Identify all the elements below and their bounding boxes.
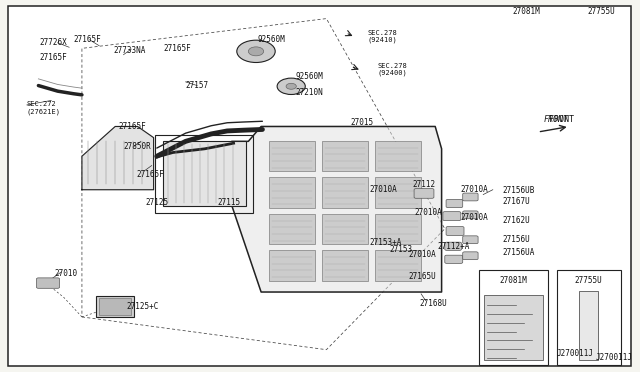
- Text: 27755U: 27755U: [588, 7, 615, 16]
- Text: 27010A: 27010A: [461, 185, 488, 194]
- Circle shape: [277, 78, 305, 94]
- Text: (27621E): (27621E): [27, 108, 61, 115]
- Text: 27726X: 27726X: [40, 38, 67, 47]
- Bar: [484, 295, 543, 360]
- Bar: [155, 135, 253, 213]
- Text: 27157: 27157: [186, 81, 209, 90]
- Polygon shape: [218, 126, 442, 292]
- Bar: [163, 141, 246, 206]
- Bar: [99, 298, 131, 315]
- Bar: [479, 270, 548, 365]
- Text: 27850R: 27850R: [124, 142, 151, 151]
- Text: 27165F: 27165F: [74, 35, 101, 44]
- Text: 27156UB: 27156UB: [502, 186, 535, 195]
- Text: FRONT: FRONT: [544, 115, 569, 124]
- Bar: [375, 250, 421, 281]
- Bar: [269, 250, 315, 281]
- Bar: [322, 214, 368, 244]
- Bar: [269, 214, 315, 244]
- Text: 27153: 27153: [389, 245, 412, 254]
- FancyBboxPatch shape: [446, 199, 463, 208]
- Text: 27010A: 27010A: [461, 213, 488, 222]
- Text: 27165F: 27165F: [40, 53, 67, 62]
- FancyBboxPatch shape: [463, 236, 478, 244]
- FancyBboxPatch shape: [414, 189, 434, 198]
- Bar: [269, 141, 315, 171]
- FancyBboxPatch shape: [446, 227, 464, 235]
- Text: 27081M: 27081M: [512, 7, 540, 16]
- FancyBboxPatch shape: [36, 278, 60, 288]
- Bar: [579, 291, 598, 360]
- Text: 27010A: 27010A: [370, 185, 397, 194]
- Bar: [322, 141, 368, 171]
- FancyBboxPatch shape: [445, 255, 463, 263]
- FancyBboxPatch shape: [463, 252, 478, 260]
- Bar: [375, 141, 421, 171]
- Text: J270011J: J270011J: [595, 353, 632, 362]
- Bar: [557, 270, 621, 365]
- Text: 27162U: 27162U: [502, 216, 530, 225]
- Text: 27156UA: 27156UA: [502, 248, 535, 257]
- Bar: [96, 296, 134, 317]
- Text: 27733NA: 27733NA: [114, 46, 147, 55]
- Bar: [322, 177, 368, 208]
- Text: (92400): (92400): [378, 70, 407, 76]
- Text: 27167U: 27167U: [502, 197, 530, 206]
- FancyBboxPatch shape: [443, 212, 461, 221]
- Text: 27081M: 27081M: [499, 276, 527, 285]
- Text: 27112+A: 27112+A: [437, 242, 470, 251]
- Circle shape: [237, 40, 275, 62]
- Text: 92560M: 92560M: [296, 72, 323, 81]
- FancyBboxPatch shape: [445, 242, 461, 250]
- Text: FRONT: FRONT: [549, 115, 574, 124]
- Bar: [375, 214, 421, 244]
- Text: 27112: 27112: [413, 180, 436, 189]
- Text: 27156U: 27156U: [502, 235, 530, 244]
- Text: SEC.272: SEC.272: [27, 101, 56, 107]
- Text: 92560M: 92560M: [258, 35, 285, 44]
- Text: 27125+C: 27125+C: [127, 302, 159, 311]
- Bar: [375, 177, 421, 208]
- FancyBboxPatch shape: [463, 193, 478, 201]
- Text: J270011J: J270011J: [557, 349, 594, 358]
- Bar: [322, 250, 368, 281]
- Bar: [269, 177, 315, 208]
- Text: 27115: 27115: [218, 198, 241, 207]
- Text: 27165F: 27165F: [136, 170, 164, 179]
- Text: 27010A: 27010A: [408, 250, 436, 259]
- Text: 27755U: 27755U: [575, 276, 603, 285]
- Circle shape: [286, 83, 296, 89]
- Text: 27125: 27125: [146, 198, 169, 207]
- Text: SEC.278: SEC.278: [378, 63, 407, 69]
- Text: 27153+A: 27153+A: [370, 238, 403, 247]
- Text: 27210N: 27210N: [296, 88, 323, 97]
- FancyBboxPatch shape: [463, 211, 478, 219]
- Text: 27165F: 27165F: [118, 122, 146, 131]
- Text: 27010A: 27010A: [415, 208, 442, 217]
- Circle shape: [248, 47, 264, 56]
- Text: 27168U: 27168U: [419, 299, 447, 308]
- Polygon shape: [82, 126, 154, 190]
- Text: 27010: 27010: [54, 269, 77, 278]
- Text: SEC.278: SEC.278: [367, 31, 397, 36]
- Text: 27015: 27015: [351, 118, 374, 126]
- Text: (92410): (92410): [367, 37, 397, 44]
- Text: 27165F: 27165F: [163, 44, 191, 53]
- Text: 27165U: 27165U: [408, 272, 436, 280]
